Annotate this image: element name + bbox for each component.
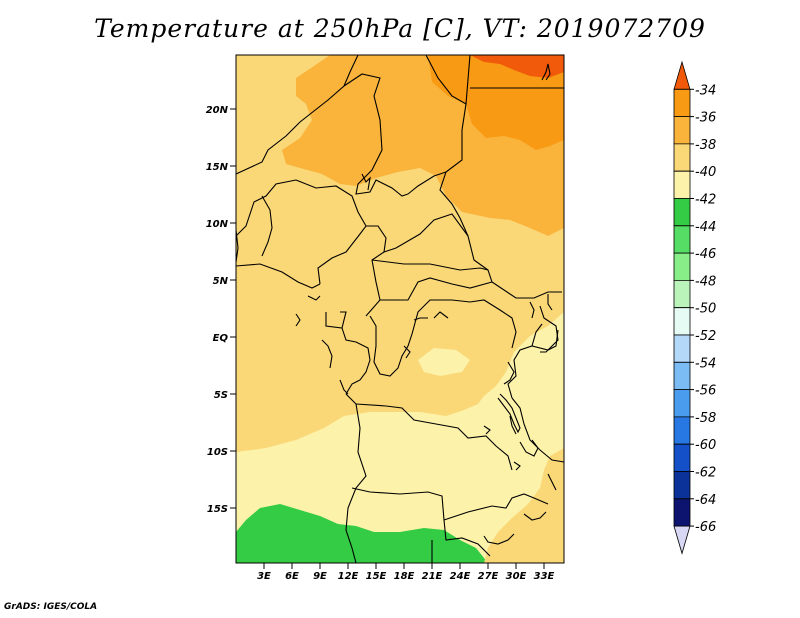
grads-credit: GrADS: IGES/COLA xyxy=(4,602,98,612)
colorbar-label: -62 xyxy=(695,466,716,481)
colorbar-swatch xyxy=(673,334,691,363)
colorbar-label: -42 xyxy=(695,193,716,208)
lon-label: 21E xyxy=(422,571,443,582)
field-band-below-34 xyxy=(470,55,564,78)
colorbar-label: -56 xyxy=(695,384,716,399)
longitude-labels: 3E 6E 9E 12E 15E 18E 21E 24E 27E 30E 33E xyxy=(257,571,554,582)
colorbar-label: -46 xyxy=(695,247,716,262)
colorbar-label: -60 xyxy=(695,438,716,453)
colorbar-label: -44 xyxy=(695,220,716,235)
colorbar-label: -50 xyxy=(695,302,716,317)
colorbar-swatch xyxy=(673,498,691,527)
field-band-42-40-southeast xyxy=(236,312,564,563)
field-band-36-34 xyxy=(428,55,564,150)
lat-label: 10N xyxy=(206,219,229,230)
colorbar-swatch xyxy=(673,252,691,281)
map-frame xyxy=(235,54,565,564)
colorbar-label: -34 xyxy=(695,83,716,98)
colorbar-swatch xyxy=(673,389,691,418)
lon-label: 18E xyxy=(394,571,415,582)
lon-label: 12E xyxy=(338,571,359,582)
temperature-field xyxy=(236,55,564,563)
colorbar-label: -58 xyxy=(695,411,716,426)
colorbar-swatch xyxy=(673,280,691,309)
lon-label: 27E xyxy=(478,571,499,582)
colorbar-label: -52 xyxy=(695,329,716,344)
lat-label: 15S xyxy=(207,504,228,515)
colorbar-swatch xyxy=(673,443,691,472)
lon-label: 15E xyxy=(366,571,387,582)
colorbar-swatch xyxy=(673,416,691,445)
lat-label: 10S xyxy=(207,447,228,458)
colorbar-swatch xyxy=(673,307,691,336)
colorbar-swatch xyxy=(673,225,691,254)
colorbar-swatch xyxy=(673,471,691,500)
lat-label: 15N xyxy=(206,162,229,173)
colorbar-label: -66 xyxy=(695,520,716,535)
colorbar-label: -40 xyxy=(695,165,716,180)
field-band-42-40-central-blob xyxy=(418,348,470,376)
map-title: Temperature at 250hPa [C], VT: 201907270… xyxy=(94,14,706,43)
colorbar-label: -48 xyxy=(695,274,716,289)
field-band-below-44 xyxy=(236,504,488,563)
latitude-axis xyxy=(230,108,236,509)
colorbar-label: -38 xyxy=(695,138,716,153)
latitude-labels: 20N 15N 10N 5N EQ 5S 10S 15S xyxy=(206,105,229,515)
colorbar-swatch xyxy=(673,143,691,172)
colorbar-swatch xyxy=(673,361,691,390)
colorbar-swatch xyxy=(673,198,691,227)
country-borders xyxy=(236,55,564,563)
colorbar-swatch xyxy=(673,170,691,199)
longitude-axis xyxy=(263,563,545,569)
colorbar-label: -36 xyxy=(695,111,716,126)
colorbar-swatch xyxy=(673,525,691,555)
lon-label: 6E xyxy=(285,571,299,582)
lat-label: 5S xyxy=(214,390,228,401)
colorbar-label: -54 xyxy=(695,356,716,371)
lon-label: 33E xyxy=(534,571,555,582)
lon-label: 30E xyxy=(506,571,527,582)
lat-label: EQ xyxy=(213,333,229,344)
colorbar: -34 -36 -38 -40 -42 -44 -46 -48 -50 -52 -54 -56 -58 -… xyxy=(673,60,716,555)
colorbar-swatch xyxy=(673,60,691,90)
colorbar-swatch xyxy=(673,88,691,117)
lat-label: 20N xyxy=(206,105,229,116)
lon-label: 3E xyxy=(257,571,271,582)
colorbar-label: -64 xyxy=(695,493,716,508)
colorbar-swatch xyxy=(673,116,691,145)
lon-label: 9E xyxy=(313,571,327,582)
lon-label: 24E xyxy=(450,571,471,582)
lat-label: 5N xyxy=(213,276,229,287)
field-band-42-40-southeast-ring xyxy=(484,448,564,563)
